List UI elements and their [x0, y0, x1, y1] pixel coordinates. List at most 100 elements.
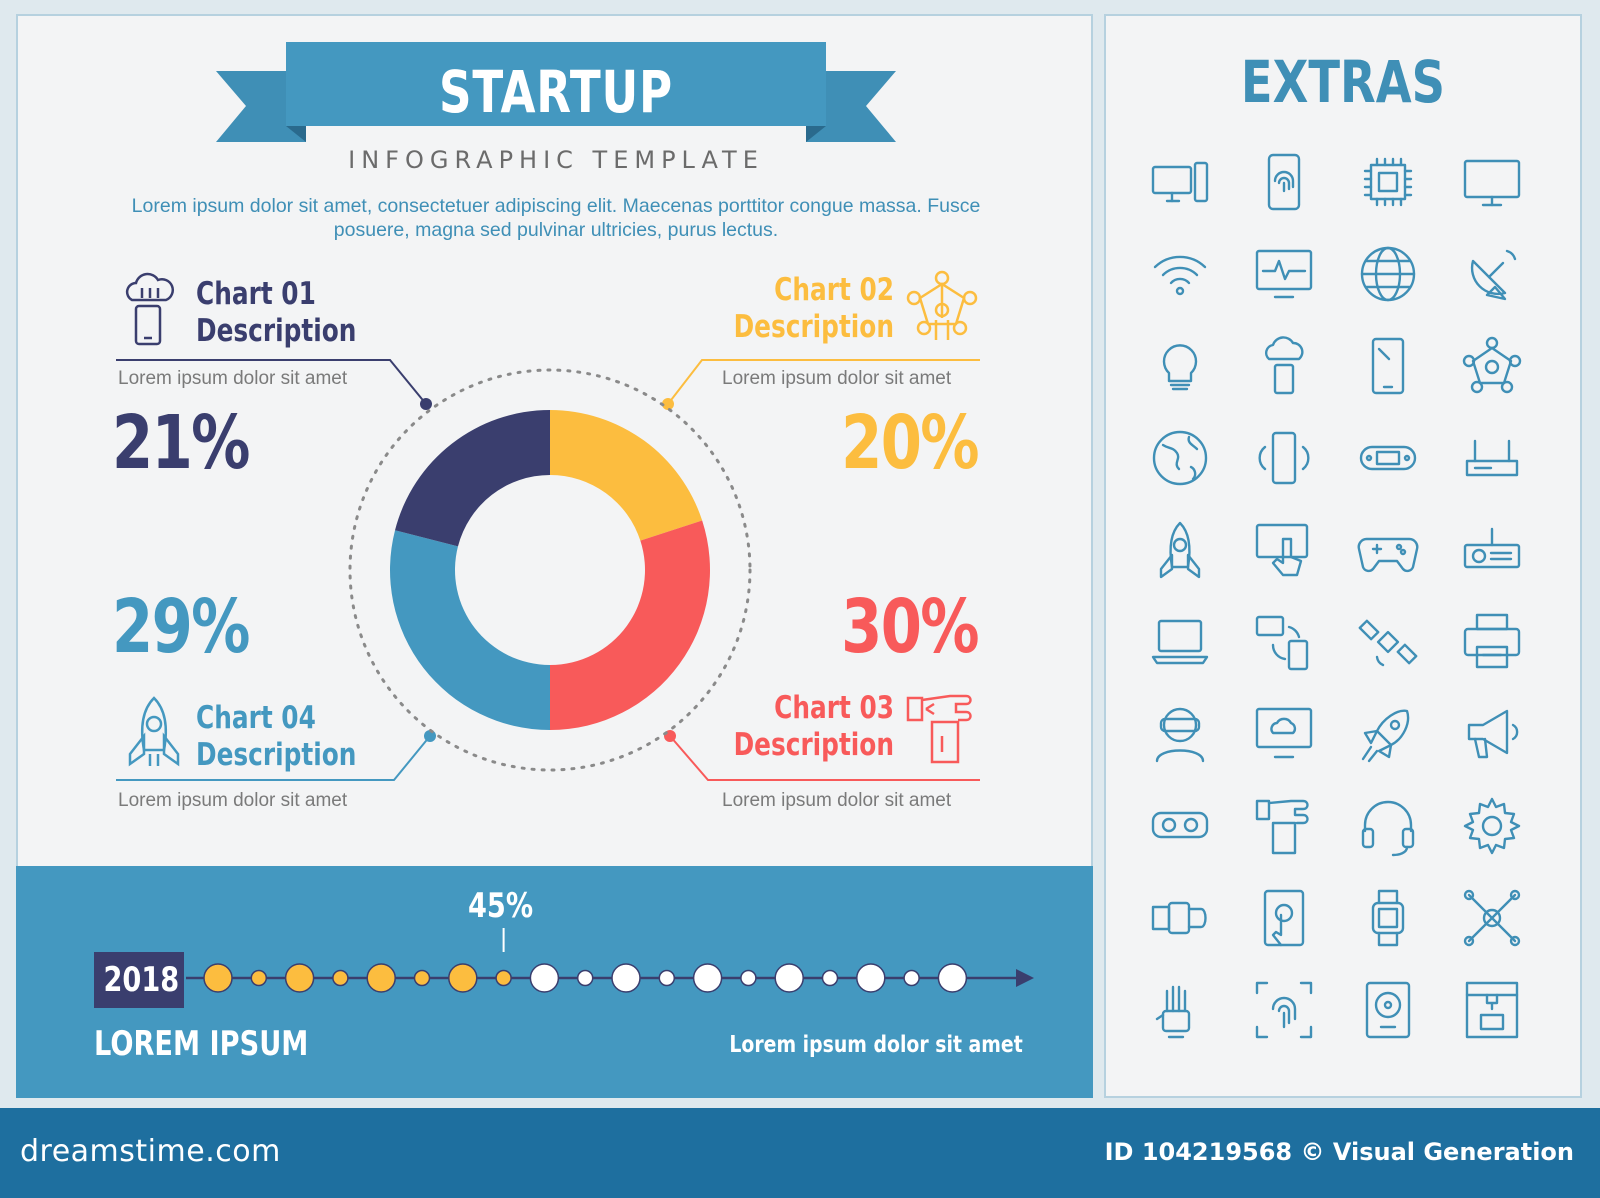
cloud-phone-icon — [118, 270, 178, 351]
game-console-icon — [1336, 412, 1440, 504]
robot-hand-icon — [1128, 964, 1232, 1056]
device-sync-icon — [1232, 596, 1336, 688]
timeline-banner: 2018 45% LOREM IPSUM Lorem ipsum dolor s… — [16, 866, 1093, 1098]
chart-02-title: Chart 02 Description — [733, 272, 894, 345]
chart-04-subtitle: Lorem ipsum dolor sit amet — [118, 790, 348, 811]
timeline-dot — [413, 969, 431, 987]
timeline-dot — [576, 969, 594, 987]
timeline-dot — [774, 963, 804, 993]
chart-04-percent: 29% — [112, 584, 251, 670]
hand-touch-icon — [906, 690, 980, 775]
cloud-phone-icon — [1232, 320, 1336, 412]
network-icon — [1440, 320, 1544, 412]
footer-credit: ID 104219568 © Visual Generation — [1104, 1138, 1574, 1166]
cloud-monitor-icon — [1232, 688, 1336, 780]
footer-site-link[interactable]: dreamstime.com — [20, 1134, 281, 1169]
extras-title: EXTRAS — [1240, 48, 1446, 116]
timeline-progress-label: 45% — [468, 886, 534, 926]
timeline-caption: Lorem ipsum dolor sit amet — [729, 1032, 1023, 1058]
connector-dot — [662, 398, 674, 410]
projector-icon — [1440, 504, 1544, 596]
page-title: STARTUP — [439, 58, 673, 126]
timeline-dot — [903, 969, 920, 987]
donut-chart — [116, 359, 980, 781]
monitor-icon — [1440, 136, 1544, 228]
network-icon — [906, 270, 978, 351]
timeline-dot — [856, 963, 886, 993]
connector-dot — [420, 398, 432, 410]
intro-text: Lorem ipsum dolor sit amet, consectetuer… — [131, 195, 981, 241]
timeline-dot — [692, 963, 723, 993]
fingerprint-scan-icon — [1232, 964, 1336, 1056]
timeline-dot — [495, 969, 512, 987]
3d-printer-icon — [1440, 964, 1544, 1056]
footer-bar: dreamstime.com ID 104219568 © Visual Gen… — [0, 1108, 1600, 1198]
donut-slice-chart-03 — [550, 520, 711, 730]
desktop-computer-icon — [1128, 136, 1232, 228]
timeline-dot — [821, 969, 839, 987]
hard-drive-icon — [1336, 964, 1440, 1056]
chart-03-percent: 30% — [841, 584, 980, 670]
hand-touch-icon — [1232, 780, 1336, 872]
headphones-icon — [1336, 780, 1440, 872]
molecule-network-icon — [1440, 872, 1544, 964]
chart-01-subtitle: Lorem ipsum dolor sit amet — [118, 368, 348, 389]
laptop-icon — [1128, 596, 1232, 688]
chart-03-title: Chart 03 Description — [733, 690, 894, 763]
touch-tablet-icon — [1232, 872, 1336, 964]
connector-line — [116, 359, 427, 405]
chart-01-percent: 21% — [112, 400, 251, 486]
printer-icon — [1440, 596, 1544, 688]
earth-icon — [1128, 412, 1232, 504]
rocket-icon — [122, 694, 186, 777]
timeline-dot — [203, 963, 233, 993]
processor-chip-icon — [1336, 136, 1440, 228]
timeline-dot — [937, 963, 968, 993]
satellite-icon — [1336, 596, 1440, 688]
timeline-dot — [658, 969, 676, 987]
router-icon — [1440, 412, 1544, 504]
rocket-launch-icon — [1336, 688, 1440, 780]
timeline-dot — [284, 963, 315, 993]
donut-slice-chart-04 — [390, 530, 550, 730]
page-subtitle: INFOGRAPHIC TEMPLATE — [348, 146, 764, 174]
timeline-dot — [611, 963, 641, 993]
timeline-track — [186, 928, 1034, 993]
wifi-icon — [1128, 228, 1232, 320]
timeline-dot — [529, 963, 560, 993]
connector-line — [669, 735, 980, 781]
connector-dot — [424, 730, 436, 742]
megaphone-icon — [1440, 688, 1544, 780]
tablet-icon — [1336, 320, 1440, 412]
smartwatch-wrist-icon — [1128, 872, 1232, 964]
timeline-dot — [332, 969, 349, 987]
connector-line — [116, 735, 431, 781]
timeline-dot — [366, 963, 396, 993]
satellite-dish-icon — [1440, 228, 1544, 320]
vr-goggles-icon — [1128, 780, 1232, 872]
extras-icon-grid — [1128, 136, 1558, 1056]
gamepad-icon — [1336, 504, 1440, 596]
chart-04-title: Chart 04 Description — [196, 700, 357, 773]
timeline-label: LOREM IPSUM — [94, 1024, 309, 1064]
rocket-icon — [1128, 504, 1232, 596]
extras-panel: EXTRAS — [1104, 14, 1582, 1098]
heartbeat-monitor-icon — [1232, 228, 1336, 320]
chart-01-title: Chart 01 Description — [196, 276, 357, 349]
www-globe-icon — [1336, 228, 1440, 320]
smartwatch-icon — [1336, 872, 1440, 964]
gear-icon — [1440, 780, 1544, 872]
connector-line — [667, 359, 980, 405]
title-ribbon — [216, 42, 896, 142]
timeline-year-badge: 2018 — [94, 952, 184, 1008]
light-bulb-icon — [1128, 320, 1232, 412]
vr-user-icon — [1128, 688, 1232, 780]
chart-02-percent: 20% — [841, 400, 980, 486]
vibrating-phone-icon — [1232, 412, 1336, 504]
donut-slice-chart-01 — [395, 410, 550, 547]
timeline-dot — [250, 969, 268, 987]
touch-screen-icon — [1232, 504, 1336, 596]
timeline-dot — [448, 963, 478, 993]
chart-03-subtitle: Lorem ipsum dolor sit amet — [722, 790, 952, 811]
chart-02-subtitle: Lorem ipsum dolor sit amet — [722, 368, 952, 389]
